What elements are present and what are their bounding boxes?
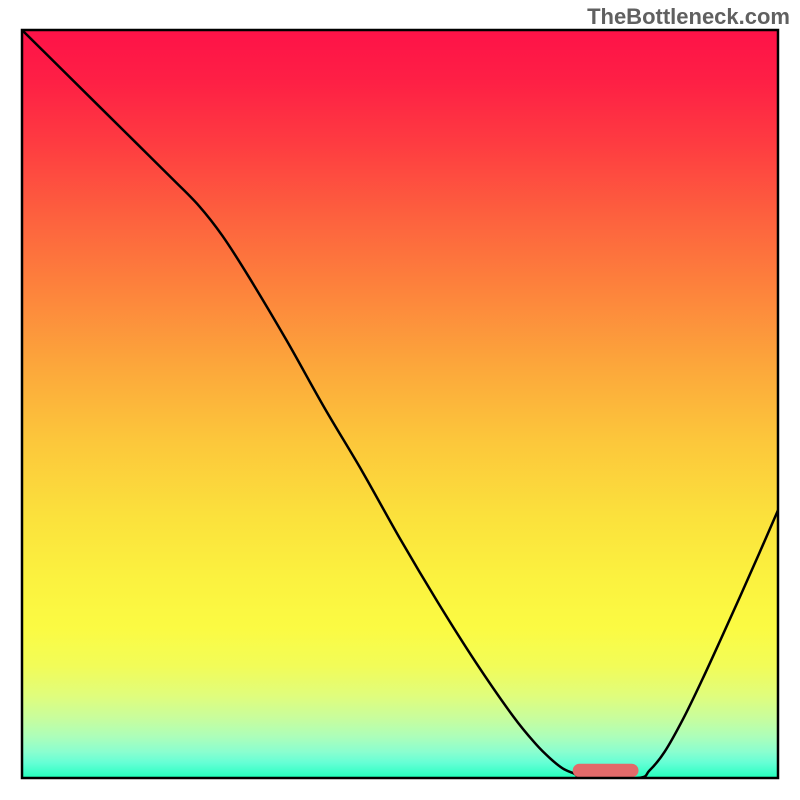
bottleneck-chart [0,0,800,800]
watermark-text: TheBottleneck.com [587,4,790,30]
chart-container: TheBottleneck.com [0,0,800,800]
optimal-marker [573,764,639,777]
